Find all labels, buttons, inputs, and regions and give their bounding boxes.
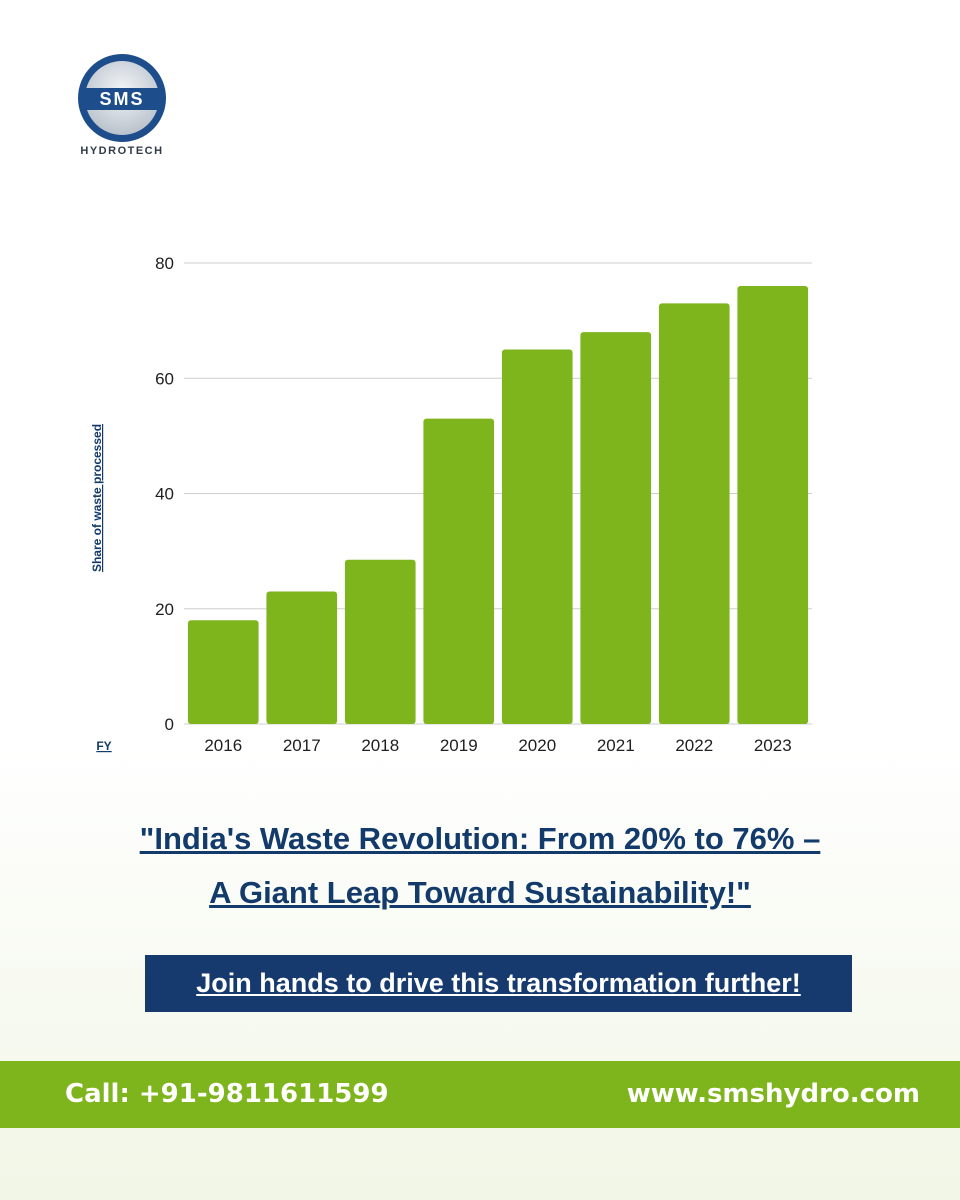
x-tick-label: 2018 <box>361 736 399 755</box>
bar-2020 <box>501 349 573 724</box>
x-tick-label: 2017 <box>283 736 321 755</box>
y-tick-label: 40 <box>155 485 174 504</box>
footer-bar: Call: +91-9811611599 www.smshydro.com <box>0 1061 960 1128</box>
x-tick-label: 2020 <box>518 736 556 755</box>
bar-2021 <box>580 332 652 724</box>
y-tick-label: 80 <box>155 254 174 273</box>
bar-2022 <box>658 303 730 724</box>
footer-phone[interactable]: Call: +91-9811611599 <box>65 1079 389 1109</box>
brand-logo: SMS HYDROTECH <box>72 52 172 162</box>
bar-2017 <box>266 591 338 724</box>
cta-button[interactable]: Join hands to drive this transformation … <box>145 955 852 1012</box>
headline-line-2: A Giant Leap Toward Sustainability!" <box>209 875 751 910</box>
bar-2019 <box>423 418 495 724</box>
x-axis-label: FY <box>96 739 111 753</box>
chart-bars <box>187 286 809 724</box>
x-tick-label: 2023 <box>754 736 792 755</box>
y-tick-label: 20 <box>155 600 174 619</box>
headline-line-1: "India's Waste Revolution: From 20% to 7… <box>139 821 821 856</box>
y-axis-label: Share of waste processed <box>90 424 104 572</box>
y-tick-label: 60 <box>155 369 174 388</box>
bar-2023 <box>737 286 809 724</box>
headline: "India's Waste Revolution: From 20% to 7… <box>60 812 900 920</box>
y-axis-ticks: 0 20 40 60 80 <box>155 254 174 734</box>
x-axis-ticks: 2016 2017 2018 2019 2020 2021 2022 2023 <box>204 736 791 755</box>
x-tick-label: 2016 <box>204 736 242 755</box>
x-tick-label: 2021 <box>597 736 635 755</box>
logo-text: SMS <box>99 89 144 109</box>
footer-website-link[interactable]: www.smshydro.com <box>626 1079 920 1109</box>
y-tick-label: 0 <box>165 715 174 734</box>
x-tick-label: 2019 <box>440 736 478 755</box>
bar-2018 <box>344 559 416 724</box>
logo-emblem-icon: SMS <box>78 54 166 142</box>
x-tick-label: 2022 <box>675 736 713 755</box>
logo-subtext: HYDROTECH <box>80 145 164 157</box>
bar-2016 <box>187 620 259 724</box>
